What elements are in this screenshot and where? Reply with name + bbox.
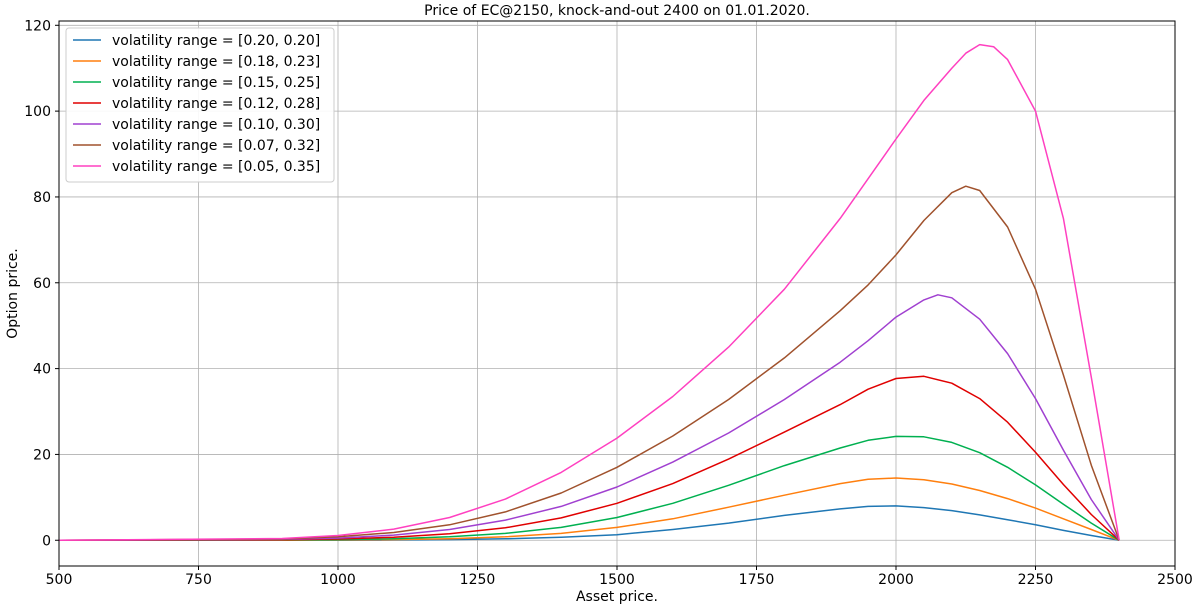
x-tick-label: 500	[46, 572, 73, 588]
series-line-1	[59, 477, 1120, 542]
legend-label: volatility range = [0.12, 0.28]	[112, 96, 320, 112]
legend-box	[65, 27, 335, 183]
legend-label: volatility range = [0.05, 0.35]	[112, 159, 320, 175]
axis-ticks: 500 750 1000 1250 1500 1750 2000 2250 2500 0 20 40 6…	[24, 18, 1193, 588]
x-axis-label: Asset price.	[576, 589, 658, 605]
x-tick-label: 1250	[460, 572, 496, 588]
series-line-2	[58, 435, 1120, 542]
y-tick-label: 40	[33, 362, 51, 378]
y-tick-label: 60	[33, 276, 51, 292]
y-tick-label: 80	[33, 190, 51, 206]
legend-label: volatility range = [0.20, 0.20]	[112, 33, 320, 49]
series-lines	[58, 43, 1120, 542]
x-tick-label: 2000	[878, 572, 914, 588]
legend-label: volatility range = [0.10, 0.30]	[112, 117, 320, 133]
chart-title: Price of EC@2150, knock-and-out 2400 on …	[424, 3, 810, 19]
x-tick-label: 2250	[1018, 572, 1054, 588]
series-line-3	[58, 375, 1120, 542]
series-line-6	[58, 43, 1120, 542]
y-tick-label: 0	[42, 533, 51, 549]
x-tick-label: 1750	[739, 572, 775, 588]
series-line-5	[58, 185, 1120, 542]
y-tick-label: 100	[24, 104, 51, 120]
x-tick-label: 1000	[320, 572, 356, 588]
y-axis-label: Option price.	[5, 248, 21, 338]
y-tick-label: 20	[33, 447, 51, 463]
x-tick-label: 1500	[599, 572, 635, 588]
legend: volatility range = [0.20, 0.20] volatilit…	[65, 27, 335, 183]
y-tick-label: 120	[24, 18, 51, 34]
x-tick-label: 2500	[1157, 572, 1193, 588]
x-tick-label: 750	[185, 572, 212, 588]
legend-label: volatility range = [0.18, 0.23]	[112, 54, 320, 70]
legend-label: volatility range = [0.15, 0.25]	[112, 75, 320, 91]
legend-label: volatility range = [0.07, 0.32]	[112, 138, 320, 154]
series-line-4	[58, 294, 1120, 542]
